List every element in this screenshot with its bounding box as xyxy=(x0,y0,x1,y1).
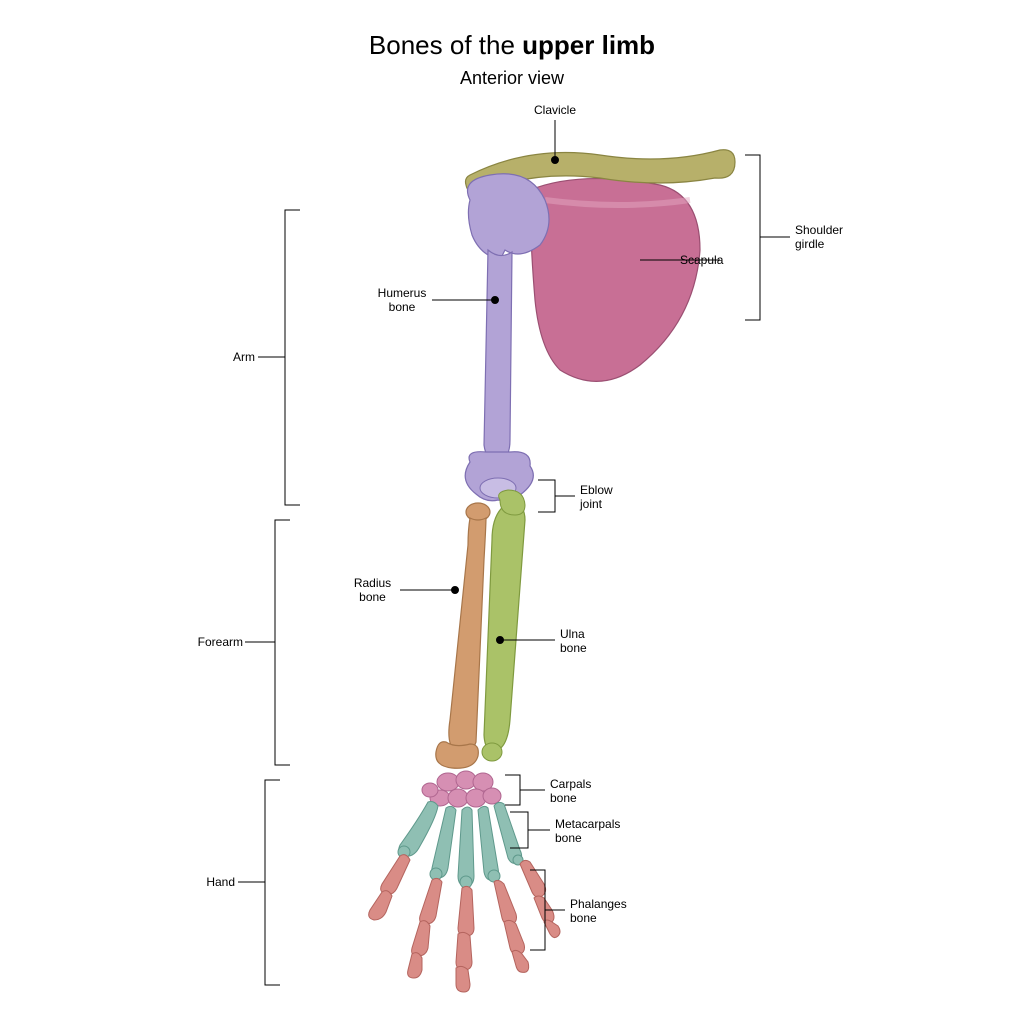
label-humerus: Humerus bone xyxy=(372,286,432,315)
label-phalanges: Phalanges bone xyxy=(570,897,640,926)
label-clavicle: Clavicle xyxy=(525,103,585,117)
label-elbow: Eblow joint xyxy=(580,483,630,512)
label-ulna: Ulna bone xyxy=(560,627,610,656)
diagram-stage: Bones of the upper limb Anterior view xyxy=(0,0,1024,1024)
label-scapula: Scapula xyxy=(680,253,740,267)
label-hand: Hand xyxy=(195,875,235,889)
humerus-shape xyxy=(465,174,549,501)
scapula-shape xyxy=(530,179,700,382)
anatomy-svg xyxy=(0,0,1024,1024)
radius-shape xyxy=(436,503,490,768)
label-radius: Radius bone xyxy=(345,576,400,605)
label-metacarpals: Metacarpals bone xyxy=(555,817,635,846)
label-arm: Arm xyxy=(210,350,255,364)
label-forearm: Forearm xyxy=(185,635,243,649)
label-shoulder-girdle: Shoulder girdle xyxy=(795,223,865,252)
metacarpals-shape xyxy=(398,802,523,889)
label-carpals: Carpals bone xyxy=(550,777,610,806)
ulna-shape xyxy=(482,490,525,761)
